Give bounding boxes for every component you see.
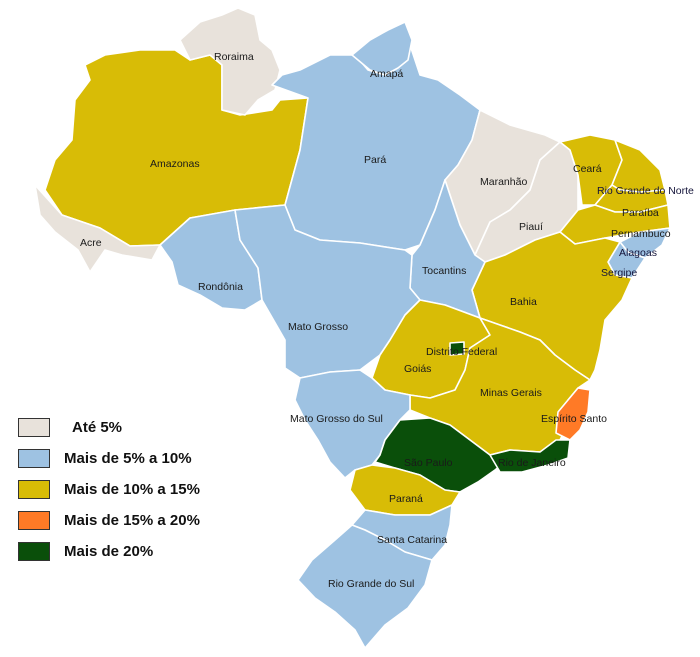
state-acre <box>34 184 161 273</box>
state-rio-grande-do-sul <box>297 524 433 649</box>
state-rondonia <box>159 209 263 311</box>
legend-label: Mais de 15% a 20% <box>64 512 200 529</box>
label-acre: Acre <box>80 237 102 249</box>
legend-label: Mais de 10% a 15% <box>64 481 200 498</box>
label-paraiba: Paraíba <box>622 207 659 219</box>
label-santa-catarina: Santa Catarina <box>377 534 447 546</box>
label-rio-grande-do-norte: Rio Grande do Norte <box>597 185 694 197</box>
label-sao-paulo: São Paulo <box>404 457 453 469</box>
label-minas-gerais: Minas Gerais <box>480 387 542 399</box>
label-rio-de-janeiro: Rio de Janeiro <box>498 457 566 469</box>
legend-label: Até 5% <box>72 419 123 436</box>
label-parana: Paraná <box>389 493 423 505</box>
label-roraima: Roraima <box>214 51 254 63</box>
legend-swatch <box>18 480 50 499</box>
legend: Até 5% Mais de 5% a 10% Mais de 10% a 15… <box>18 412 200 567</box>
legend-item: Até 5% <box>18 412 200 443</box>
label-amazonas: Amazonas <box>150 158 200 170</box>
legend-swatch <box>18 542 50 561</box>
label-maranhao: Maranhão <box>480 176 527 188</box>
label-rondonia: Rondônia <box>198 281 243 293</box>
legend-item: Mais de 15% a 20% <box>18 505 200 536</box>
label-sergipe: Sergipe <box>601 267 637 279</box>
legend-item: Mais de 20% <box>18 536 200 567</box>
state-rio-de-janeiro <box>489 439 571 473</box>
label-piaui: Piauí <box>519 221 543 233</box>
label-goias: Goiás <box>404 363 431 375</box>
state-distrito-federal <box>449 341 465 356</box>
label-bahia: Bahia <box>510 296 537 308</box>
label-espirito-santo: Espírito Santo <box>541 413 607 425</box>
legend-swatch <box>18 418 50 437</box>
label-pernambuco: Pernambuco <box>611 228 671 240</box>
label-amapa: Amapá <box>370 68 403 80</box>
legend-label: Mais de 20% <box>64 543 154 560</box>
state-amapa <box>351 21 413 76</box>
state-sao-paulo <box>374 417 511 493</box>
legend-swatch <box>18 449 50 468</box>
legend-item: Mais de 10% a 15% <box>18 474 200 505</box>
label-mato-grosso: Mato Grosso <box>288 321 348 333</box>
legend-label: Mais de 5% a 10% <box>64 450 192 467</box>
label-mato-grosso-do-sul: Mato Grosso do Sul <box>290 413 383 425</box>
label-alagoas: Alagoas <box>619 247 657 259</box>
label-tocantins: Tocantins <box>422 265 466 277</box>
label-para: Pará <box>364 154 386 166</box>
legend-swatch <box>18 511 50 530</box>
label-rio-grande-do-sul: Rio Grande do Sul <box>328 578 414 590</box>
legend-item: Mais de 5% a 10% <box>18 443 200 474</box>
label-distrito-federal: Distrito Federal <box>426 346 497 358</box>
label-ceara: Ceará <box>573 163 602 175</box>
